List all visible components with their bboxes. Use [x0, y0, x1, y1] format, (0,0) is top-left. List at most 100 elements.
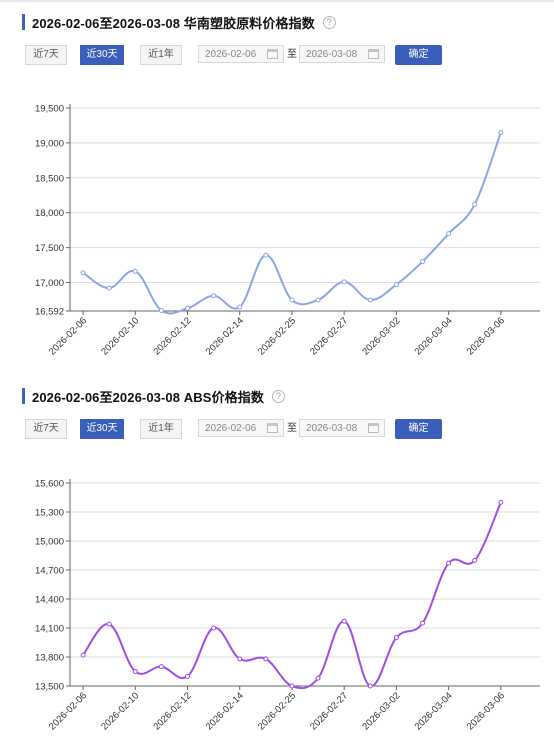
- start-date-value: 2026-02-06: [205, 49, 257, 60]
- data-point: [367, 297, 373, 303]
- title-accent-bar: [22, 388, 25, 404]
- data-point: [367, 683, 373, 689]
- data-point: [498, 499, 504, 505]
- data-point: [315, 675, 321, 681]
- data-point: [446, 231, 452, 237]
- end-date-input[interactable]: 2026-03-08: [299, 45, 385, 63]
- range-separator: 至: [287, 423, 297, 434]
- data-point: [80, 270, 86, 276]
- end-date-input[interactable]: 2026-03-08: [299, 419, 385, 437]
- x-tick-label: 2026-02-12: [151, 315, 193, 357]
- last-30-days-button[interactable]: 近30天: [80, 419, 124, 439]
- range-separator: 至: [287, 49, 297, 60]
- series-line: [82, 501, 502, 690]
- start-date-value: 2026-02-06: [205, 423, 257, 434]
- x-tick-label: 2026-02-06: [47, 690, 89, 732]
- data-point: [263, 252, 269, 258]
- y-tick-label: 15,000: [35, 537, 64, 548]
- x-tick-label: 2026-02-10: [99, 690, 141, 732]
- x-tick-label: 2026-03-02: [360, 315, 402, 357]
- last-7-days-button[interactable]: 近7天: [25, 45, 67, 65]
- y-tick-label: 17,000: [35, 278, 64, 289]
- data-point: [237, 304, 243, 310]
- data-point: [185, 305, 190, 311]
- data-point: [211, 625, 217, 631]
- data-point: [393, 635, 399, 641]
- line-chart: 16,592 17,000 17,500 18,000 18,500 19,000 19,5…: [35, 104, 540, 357]
- data-point: [132, 268, 138, 274]
- data-point: [289, 683, 295, 689]
- confirm-button[interactable]: 确定: [395, 419, 442, 439]
- x-tick-label: 2026-02-27: [308, 690, 350, 732]
- top-divider: [0, 0, 554, 2]
- data-point: [446, 560, 452, 566]
- y-tick-label: 14,400: [35, 595, 64, 606]
- data-point: [211, 293, 217, 299]
- start-date-input[interactable]: 2026-02-06: [198, 45, 284, 63]
- data-point: [420, 620, 425, 626]
- y-tick-label: 14,100: [35, 624, 64, 635]
- y-tick-label: 13,800: [35, 653, 64, 664]
- data-point: [185, 673, 190, 679]
- last-7-days-button[interactable]: 近7天: [25, 419, 67, 439]
- calendar-icon[interactable]: [267, 49, 278, 59]
- data-point: [289, 297, 295, 303]
- data-point: [106, 621, 112, 627]
- x-tick-label: 2026-02-10: [99, 315, 141, 357]
- data-point: [106, 285, 112, 291]
- x-tick-label: 2026-02-06: [47, 315, 89, 357]
- data-point: [158, 664, 164, 670]
- x-tick-label: 2026-03-06: [465, 315, 507, 357]
- question-circle-icon[interactable]: ?: [271, 389, 285, 403]
- x-tick-label: 2026-02-25: [256, 690, 298, 732]
- data-point: [498, 129, 504, 135]
- y-tick-label: 17,500: [35, 243, 64, 254]
- y-tick-label: 19,000: [35, 138, 64, 149]
- y-tick-label: 15,600: [35, 479, 64, 490]
- x-tick-label: 2026-03-04: [413, 315, 455, 357]
- x-tick-label: 2026-03-02: [360, 690, 402, 732]
- panel-header: 2026-02-06至2026-03-08 ABS价格指数 ?: [22, 386, 285, 406]
- question-circle-icon[interactable]: ?: [322, 15, 336, 29]
- panel-header: 2026-02-06至2026-03-08 华南塑胶原料价格指数 ?: [22, 12, 336, 32]
- y-tick-label: 18,500: [35, 173, 64, 184]
- x-tick-label: 2026-02-25: [256, 315, 298, 357]
- series-line: [82, 132, 502, 315]
- panel-title: 2026-02-06至2026-03-08 华南塑胶原料价格指数: [32, 15, 315, 31]
- calendar-icon[interactable]: [368, 423, 379, 433]
- data-point: [341, 279, 347, 285]
- data-point: [393, 282, 399, 288]
- x-tick-label: 2026-02-14: [204, 315, 246, 357]
- end-date-value: 2026-03-08: [306, 49, 358, 60]
- x-tick-label: 2026-02-14: [204, 690, 246, 732]
- end-date-value: 2026-03-08: [306, 423, 358, 434]
- x-tick-label: 2026-03-04: [413, 690, 455, 732]
- last-1-year-button[interactable]: 近1年: [140, 45, 182, 65]
- calendar-icon[interactable]: [368, 49, 379, 59]
- y-tick-label: 18,000: [35, 208, 64, 219]
- data-point: [237, 656, 243, 662]
- data-point: [315, 297, 321, 303]
- data-point: [158, 307, 164, 313]
- data-point: [263, 656, 269, 662]
- x-tick-label: 2026-02-27: [308, 315, 350, 357]
- last-30-days-button[interactable]: 近30天: [80, 45, 124, 65]
- y-tick-label: 16,592: [35, 307, 64, 318]
- y-tick-label: 13,500: [35, 682, 64, 693]
- x-tick-label: 2026-03-06: [465, 690, 507, 732]
- y-tick-label: 19,500: [35, 104, 64, 115]
- data-point: [341, 618, 347, 624]
- start-date-input[interactable]: 2026-02-06: [198, 419, 284, 437]
- title-accent-bar: [22, 14, 25, 30]
- data-point: [80, 652, 86, 658]
- y-tick-label: 15,300: [35, 508, 64, 519]
- calendar-icon[interactable]: [267, 423, 278, 433]
- confirm-button[interactable]: 确定: [395, 45, 442, 65]
- x-tick-label: 2026-02-12: [151, 690, 193, 732]
- y-tick-label: 14,700: [35, 566, 64, 577]
- last-1-year-button[interactable]: 近1年: [140, 419, 182, 439]
- data-point: [132, 669, 138, 674]
- data-point: [472, 201, 478, 207]
- data-point: [472, 557, 478, 563]
- panel-title: 2026-02-06至2026-03-08 ABS价格指数: [32, 389, 264, 405]
